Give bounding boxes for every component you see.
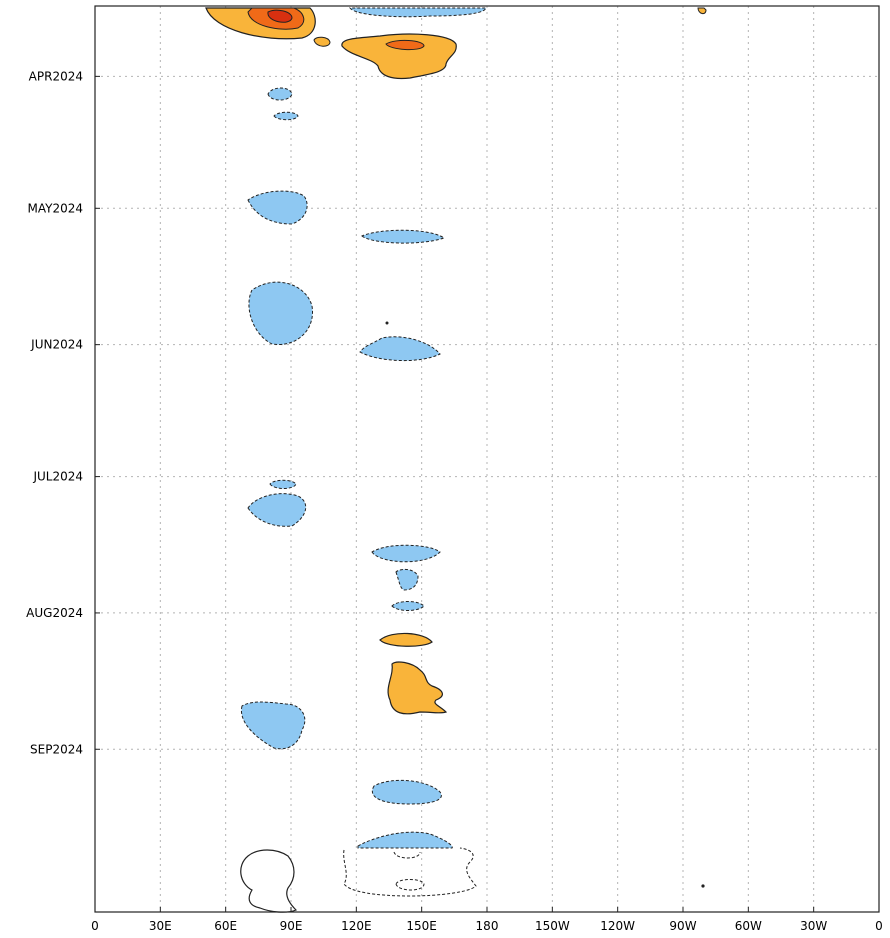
y-tick-label: SEP2024: [30, 742, 83, 756]
contour-outline: [240, 849, 298, 913]
negative-anomaly-region: [247, 190, 308, 225]
negative-anomaly-region: [269, 479, 297, 489]
y-tick-label: MAY2024: [28, 201, 84, 215]
x-axis: 0 30E 60E 90E 120E 150E 180 150W 120W 90W 60W 30W 0: [91, 907, 883, 933]
x-tick-label: 150W: [535, 919, 570, 933]
contour-outline: [395, 879, 425, 891]
x-tick-label: 30E: [149, 919, 172, 933]
negative-anomaly-region: [372, 779, 442, 805]
grid-lines: [95, 6, 879, 912]
negative-anomaly-region: [267, 87, 293, 101]
x-tick-label: 0: [875, 919, 883, 933]
negative-anomaly-region: [357, 831, 453, 849]
x-tick-label: 30W: [800, 919, 827, 933]
plot-frame: [94, 5, 880, 913]
x-tick-label: 90E: [280, 919, 303, 933]
contour-speck: [385, 321, 389, 325]
negative-anomaly-region: [361, 229, 446, 244]
x-tick-label: 120E: [341, 919, 372, 933]
y-tick-label: AUG2024: [26, 606, 83, 620]
negative-anomaly-region: [371, 544, 441, 563]
positive-anomaly-region: [697, 7, 707, 15]
contour-outline: [343, 847, 477, 897]
x-tick-label: 90W: [669, 919, 696, 933]
y-tick-label: JUL2024: [32, 470, 83, 484]
negative-anomaly-region: [348, 7, 487, 18]
y-tick-label: APR2024: [29, 69, 83, 83]
x-tick-label: 60E: [214, 919, 237, 933]
negative-anomaly-region: [359, 336, 441, 361]
x-tick-label: 60W: [735, 919, 762, 933]
strongest-positive-anomaly-region: [267, 9, 293, 23]
x-tick-label: 150E: [406, 919, 437, 933]
contour-outline: [393, 851, 421, 859]
positive-anomaly-region: [341, 33, 457, 80]
y-axis: APR2024 MAY2024 JUN2024 JUL2024 AUG2024 SEP20…: [26, 69, 100, 756]
positive-anomaly-region: [387, 661, 448, 715]
anomaly-contours: [205, 7, 707, 913]
x-tick-label: 120W: [600, 919, 635, 933]
negative-anomaly-region: [395, 568, 419, 591]
x-tick-label: 180: [476, 919, 499, 933]
negative-anomaly-region: [248, 281, 313, 346]
negative-anomaly-region: [273, 111, 299, 121]
negative-anomaly-region: [247, 493, 307, 527]
negative-anomaly-region: [240, 701, 306, 750]
positive-anomaly-region: [313, 36, 331, 47]
contour-speck: [701, 884, 705, 888]
x-tick-label: 0: [91, 919, 99, 933]
strong-positive-anomaly-region: [385, 39, 425, 51]
positive-anomaly-region: [379, 632, 433, 647]
negative-anomaly-region: [391, 601, 425, 611]
y-tick-label: JUN2024: [30, 338, 83, 352]
